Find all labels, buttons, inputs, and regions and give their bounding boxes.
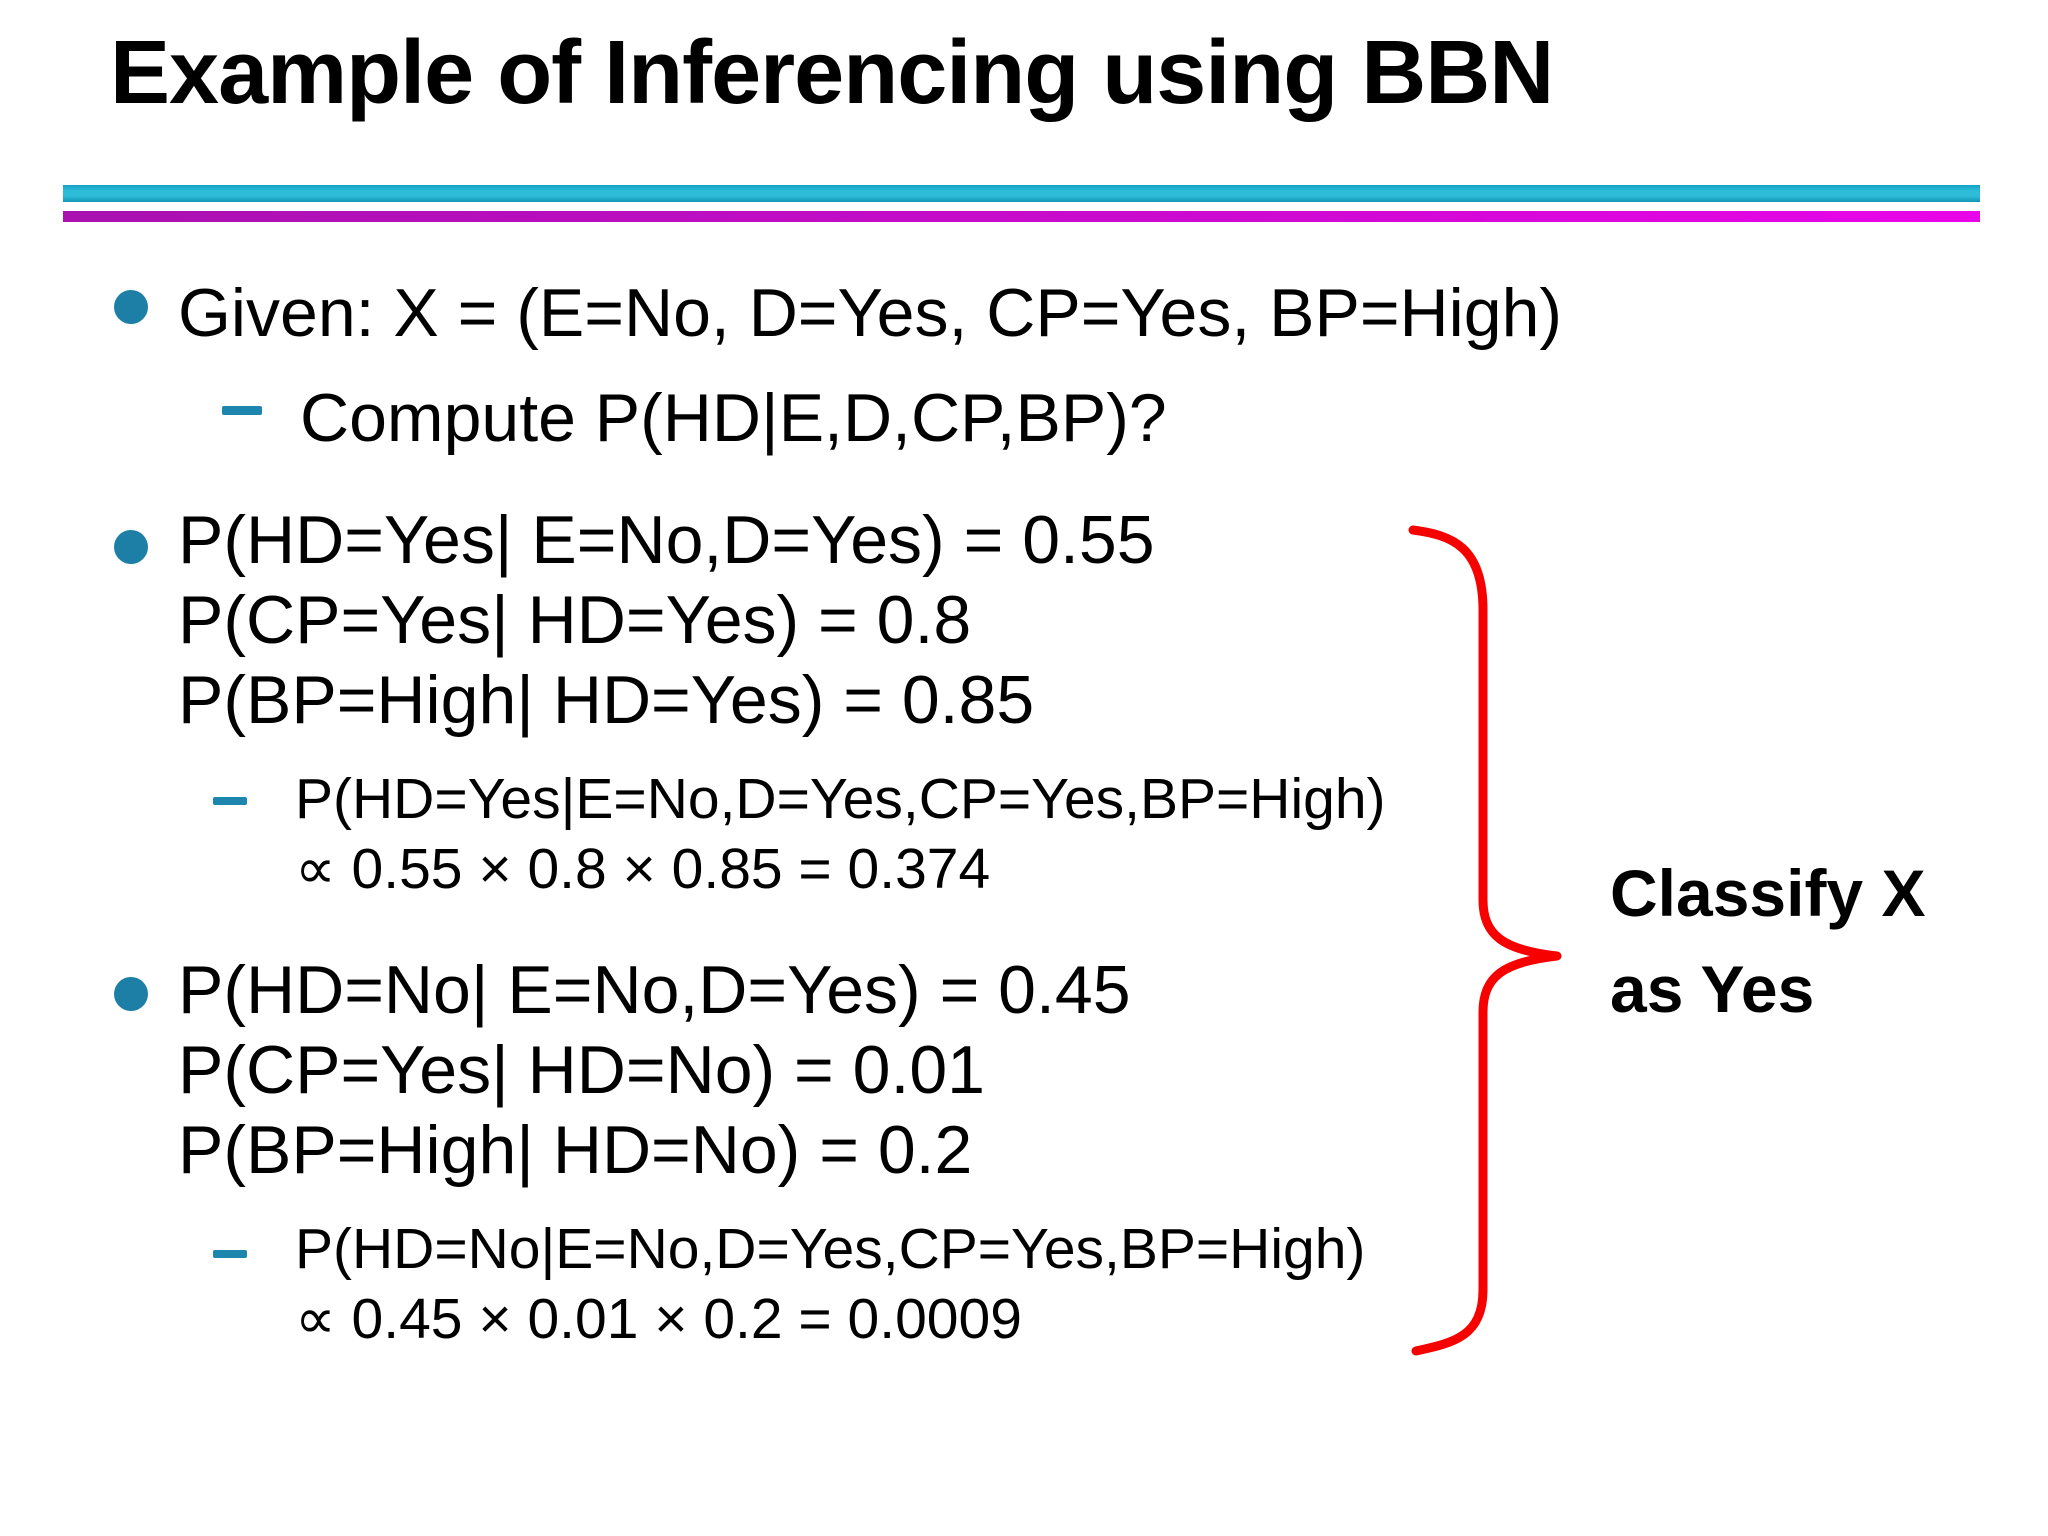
- hd-yes-probabilities: P(HD=Yes| E=No,D=Yes) = 0.55 P(CP=Yes| H…: [178, 500, 1155, 740]
- prob-line: P(CP=Yes| HD=Yes) = 0.8: [178, 582, 972, 658]
- hd-yes-computation: P(HD=Yes|E=No,D=Yes,CP=Yes,BP=High) ∝ 0.…: [295, 764, 1386, 904]
- prob-line: P(HD=Yes| E=No,D=Yes) = 0.55: [178, 502, 1155, 578]
- formula-line: P(HD=No|E=No,D=Yes,CP=Yes,BP=High): [295, 1217, 1366, 1281]
- classification-note-line: as Yes: [1610, 952, 1815, 1026]
- title-rule-cyan: [63, 185, 1980, 202]
- dash-marker-icon: [213, 797, 247, 805]
- red-curly-brace-icon: [1408, 525, 1562, 1356]
- bullet-dot-icon: [114, 977, 148, 1011]
- formula-result-line: ∝ 0.45 × 0.01 × 0.2 = 0.0009: [295, 1287, 1022, 1351]
- formula-result-line: ∝ 0.55 × 0.8 × 0.85 = 0.374: [295, 837, 991, 901]
- bullet-dot-icon: [114, 290, 148, 324]
- sub-bullet-compute-text: Compute P(HD|E,D,CP,BP)?: [300, 380, 1167, 456]
- page-title: Example of Inferencing using BBN: [110, 23, 1554, 123]
- dash-marker-icon: [213, 1250, 247, 1258]
- classification-note: Classify X as Yes: [1610, 845, 1926, 1037]
- dash-marker-icon: [222, 406, 262, 415]
- prob-line: P(HD=No| E=No,D=Yes) = 0.45: [178, 952, 1131, 1028]
- bullet-dot-icon: [114, 530, 148, 564]
- formula-line: P(HD=Yes|E=No,D=Yes,CP=Yes,BP=High): [295, 767, 1386, 831]
- hd-no-computation: P(HD=No|E=No,D=Yes,CP=Yes,BP=High) ∝ 0.4…: [295, 1214, 1365, 1354]
- bullet-given-text: Given: X = (E=No, D=Yes, CP=Yes, BP=High…: [178, 275, 1563, 351]
- prob-line: P(BP=High| HD=No) = 0.2: [178, 1112, 973, 1188]
- hd-no-probabilities: P(HD=No| E=No,D=Yes) = 0.45 P(CP=Yes| HD…: [178, 950, 1131, 1190]
- title-rule-magenta: [63, 211, 1980, 222]
- prob-line: P(BP=High| HD=Yes) = 0.85: [178, 662, 1035, 738]
- classification-note-line: Classify X: [1610, 856, 1926, 930]
- prob-line: P(CP=Yes| HD=No) = 0.01: [178, 1032, 986, 1108]
